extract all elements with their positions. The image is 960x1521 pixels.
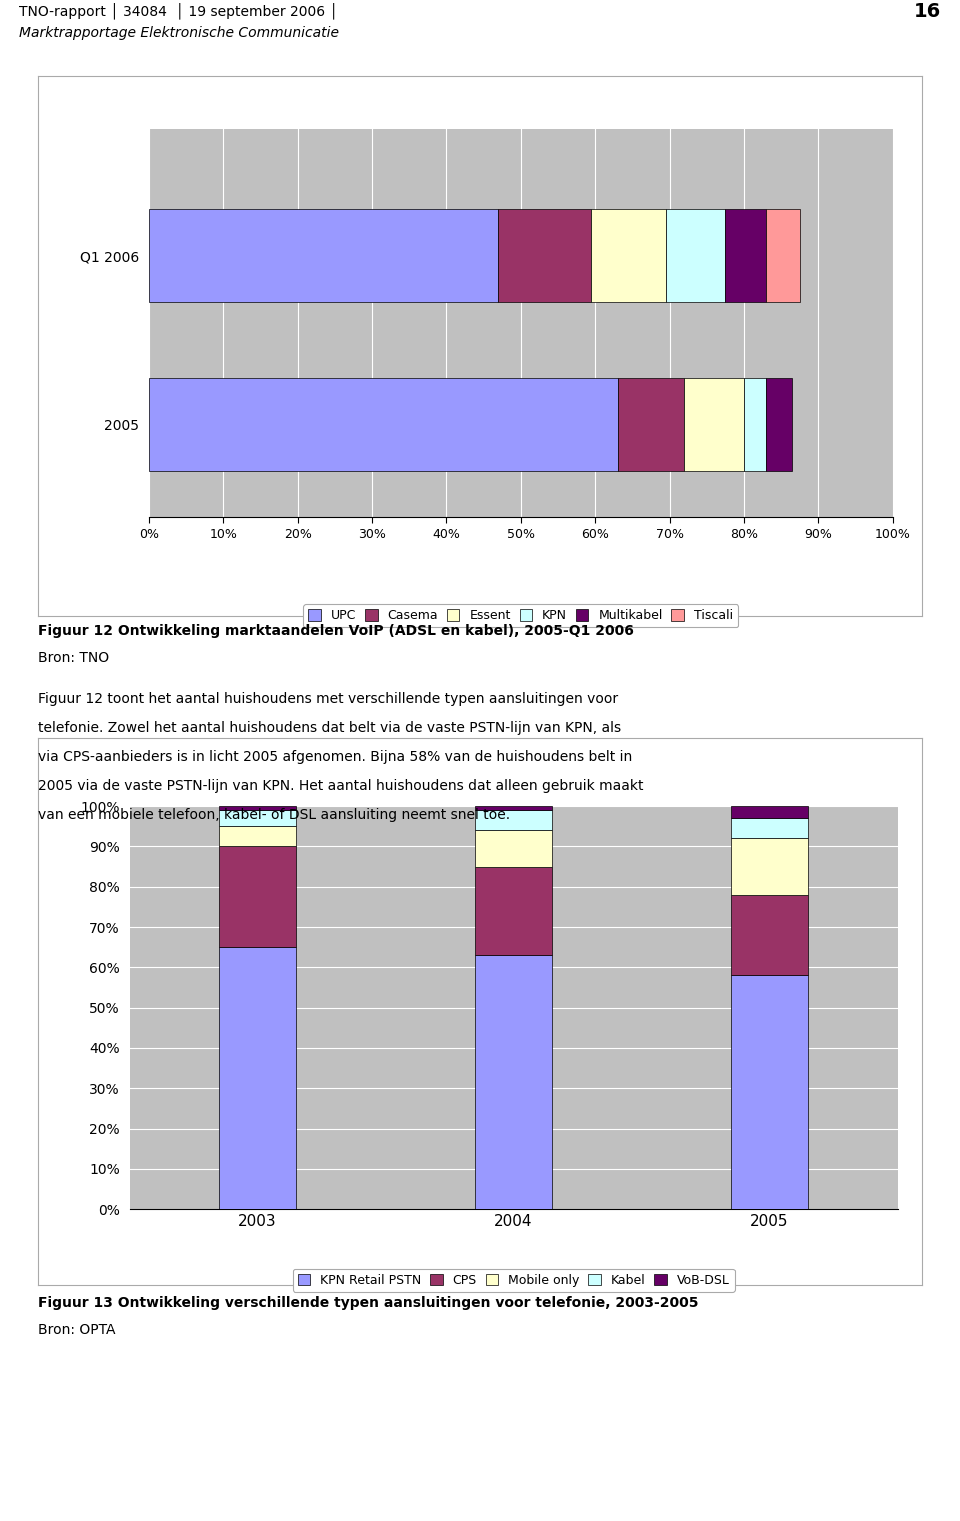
Text: van een mobiele telefoon, kabel- of DSL aansluiting neemt snel toe.: van een mobiele telefoon, kabel- of DSL …	[38, 808, 511, 821]
Bar	[475, 811, 552, 830]
Bar	[219, 948, 296, 1209]
Bar	[149, 210, 498, 303]
Bar	[475, 867, 552, 955]
Text: Bron: OPTA: Bron: OPTA	[38, 1323, 116, 1337]
Bar	[744, 379, 766, 472]
Text: 2005 via de vaste PSTN-lijn van KPN. Het aantal huishoudens dat alleen gebruik m: 2005 via de vaste PSTN-lijn van KPN. Het…	[38, 779, 644, 792]
Bar	[732, 818, 808, 838]
Text: Figuur 12 toont het aantal huishoudens met verschillende typen aansluitingen voo: Figuur 12 toont het aantal huishoudens m…	[38, 692, 618, 706]
Bar	[475, 806, 552, 811]
Text: TNO-rapport │ 34084  │ 19 september 2006 │: TNO-rapport │ 34084 │ 19 september 2006 …	[19, 2, 338, 18]
Bar	[617, 379, 684, 472]
Text: Figuur 13 Ontwikkeling verschillende typen aansluitingen voor telefonie, 2003-20: Figuur 13 Ontwikkeling verschillende typ…	[38, 1296, 699, 1310]
Bar	[219, 811, 296, 826]
Bar	[732, 894, 808, 975]
Bar	[219, 826, 296, 846]
Text: telefonie. Zowel het aantal huishoudens dat belt via de vaste PSTN-lijn van KPN,: telefonie. Zowel het aantal huishoudens …	[38, 721, 621, 735]
Bar	[666, 210, 726, 303]
Bar	[732, 975, 808, 1209]
Legend: KPN Retail PSTN, CPS, Mobile only, Kabel, VoB-DSL: KPN Retail PSTN, CPS, Mobile only, Kabel…	[293, 1269, 734, 1291]
Text: 16: 16	[914, 2, 941, 21]
Bar	[475, 955, 552, 1209]
Bar	[591, 210, 666, 303]
Text: Marktrapportage Elektronische Communicatie: Marktrapportage Elektronische Communicat…	[19, 26, 339, 40]
Bar	[766, 379, 792, 472]
Legend: UPC, Casema, Essent, KPN, Multikabel, Tiscali: UPC, Casema, Essent, KPN, Multikabel, Ti…	[303, 604, 738, 627]
Bar	[219, 806, 296, 811]
Text: via CPS-aanbieders is in licht 2005 afgenomen. Bijna 58% van de huishoudens belt: via CPS-aanbieders is in licht 2005 afge…	[38, 750, 633, 764]
Text: Bron: TNO: Bron: TNO	[38, 651, 109, 665]
Bar	[475, 830, 552, 867]
Bar	[726, 210, 766, 303]
Bar	[498, 210, 591, 303]
Bar	[149, 379, 617, 472]
Bar	[732, 838, 808, 894]
Bar	[684, 379, 744, 472]
Text: Figuur 12 Ontwikkeling marktaandelen VoIP (ADSL en kabel), 2005-Q1 2006: Figuur 12 Ontwikkeling marktaandelen VoI…	[38, 624, 635, 637]
Bar	[766, 210, 800, 303]
Bar	[219, 846, 296, 948]
Bar	[732, 806, 808, 818]
